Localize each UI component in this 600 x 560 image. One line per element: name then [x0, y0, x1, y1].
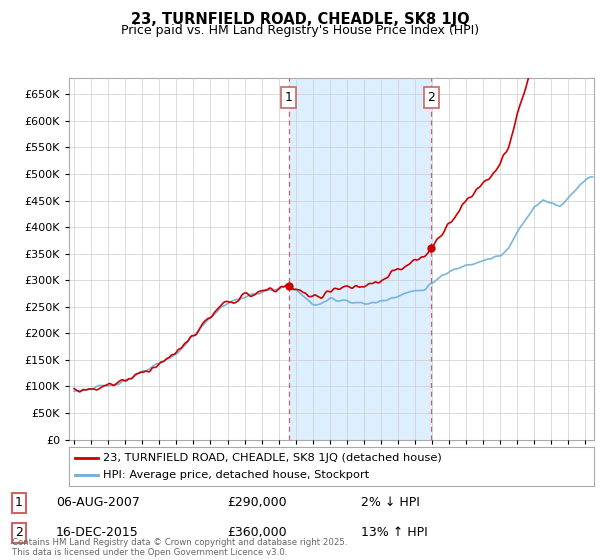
Text: 1: 1 [15, 496, 23, 510]
Text: 23, TURNFIELD ROAD, CHEADLE, SK8 1JQ (detached house): 23, TURNFIELD ROAD, CHEADLE, SK8 1JQ (de… [103, 452, 442, 463]
Text: 1: 1 [284, 91, 293, 104]
Bar [289, 78, 431, 440]
Text: 13% ↑ HPI: 13% ↑ HPI [361, 526, 428, 539]
Text: £360,000: £360,000 [227, 526, 287, 539]
Text: 06-AUG-2007: 06-AUG-2007 [56, 496, 140, 510]
Text: 23, TURNFIELD ROAD, CHEADLE, SK8 1JQ: 23, TURNFIELD ROAD, CHEADLE, SK8 1JQ [131, 12, 469, 27]
Text: 2% ↓ HPI: 2% ↓ HPI [361, 496, 420, 510]
Text: 2: 2 [15, 526, 23, 539]
Text: 2: 2 [427, 91, 435, 104]
Text: 16-DEC-2015: 16-DEC-2015 [56, 526, 139, 539]
Text: £290,000: £290,000 [227, 496, 287, 510]
Text: Price paid vs. HM Land Registry's House Price Index (HPI): Price paid vs. HM Land Registry's House … [121, 24, 479, 36]
Text: Contains HM Land Registry data © Crown copyright and database right 2025.
This d: Contains HM Land Registry data © Crown c… [12, 538, 347, 557]
Text: HPI: Average price, detached house, Stockport: HPI: Average price, detached house, Stoc… [103, 470, 370, 480]
